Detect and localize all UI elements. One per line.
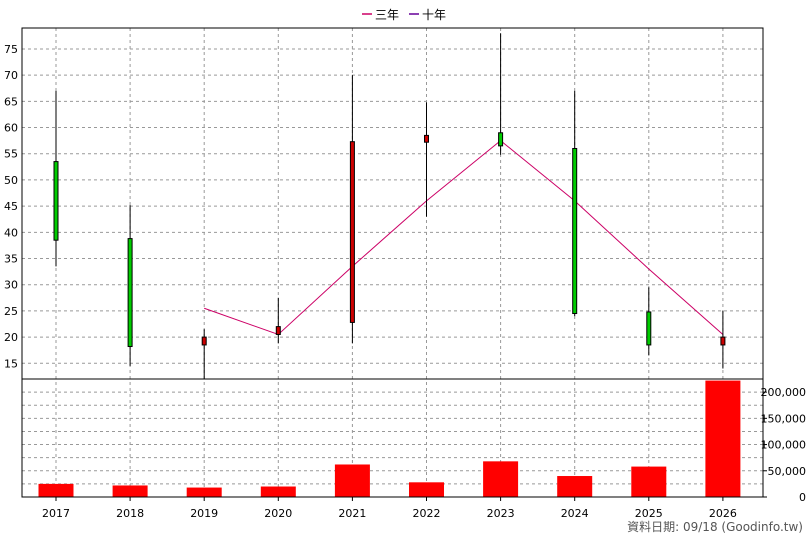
- volume-tick-label: 0: [799, 491, 806, 504]
- candle-body: [349, 141, 355, 323]
- x-tick-label: 2025: [635, 507, 663, 520]
- volume-bar: [260, 486, 296, 497]
- x-tick-label: 2019: [190, 507, 218, 520]
- candle-body: [53, 161, 59, 241]
- price-tick-label: 50: [4, 174, 18, 187]
- volume-tick-label: 200,000: [761, 386, 807, 399]
- price-tick-label: 35: [4, 253, 18, 266]
- x-tick-label: 2017: [42, 507, 70, 520]
- legend-label: 十年: [422, 8, 446, 22]
- price-tick-label: 70: [4, 69, 18, 82]
- volume-bar: [334, 464, 370, 497]
- three-year-average-line: [204, 139, 724, 336]
- x-tick-label: 2020: [264, 507, 292, 520]
- x-tick-label: 2026: [709, 507, 737, 520]
- x-tick-label: 2023: [487, 507, 515, 520]
- three-year-line-path: [204, 139, 724, 336]
- price-tick-label: 40: [4, 226, 18, 239]
- source-note: 資料日期: 09/18 (Goodinfo.tw): [627, 520, 803, 534]
- chart-legend: 三年 十年: [362, 8, 446, 22]
- volume-tick-label: 50,000: [768, 465, 807, 478]
- price-y-axis: 15 20 25 30 35 40 45 50 55 60 65 70 75: [4, 43, 18, 370]
- x-tick-label: 2024: [561, 507, 589, 520]
- candles: [53, 33, 726, 379]
- volume-y-axis: 0 50,000 100,000 150,000 200,000: [761, 386, 807, 504]
- price-tick-label: 75: [4, 43, 18, 56]
- price-tick-label: 30: [4, 279, 18, 292]
- candle-body: [572, 147, 578, 315]
- volume-bar: [409, 482, 444, 497]
- legend-label: 三年: [375, 8, 399, 22]
- price-frame: [21, 27, 764, 380]
- candle-body: [720, 336, 726, 346]
- price-tick-label: 55: [4, 148, 18, 161]
- x-tick-label: 2021: [338, 507, 366, 520]
- volume-tick-label: 100,000: [761, 439, 807, 452]
- volume-bar: [557, 476, 593, 497]
- candle-body: [275, 326, 281, 335]
- price-tick-label: 45: [4, 200, 18, 213]
- x-tick-label: 2022: [413, 507, 441, 520]
- volume-bar: [483, 461, 519, 497]
- volume-bar: [112, 485, 148, 497]
- volume-frame: [21, 378, 764, 498]
- price-tick-label: 65: [4, 95, 18, 108]
- price-tick-label: 20: [4, 331, 18, 344]
- candle-body: [646, 311, 652, 346]
- price-grid: [22, 28, 763, 497]
- candle-body: [201, 336, 207, 346]
- volume-bars: [38, 380, 741, 497]
- volume-bar: [186, 487, 222, 497]
- volume-bar: [631, 466, 667, 497]
- volume-bar: [705, 380, 741, 497]
- x-tick-label: 2018: [116, 507, 144, 520]
- price-tick-label: 25: [4, 305, 18, 318]
- price-tick-label: 15: [4, 357, 18, 370]
- volume-tick-label: 150,000: [761, 412, 807, 425]
- volume-bar: [38, 483, 74, 497]
- x-axis: 2017 2018 2019 2020 2021 2022 2023 2024 2025 2026: [42, 497, 737, 520]
- price-tick-label: 60: [4, 122, 18, 135]
- candle-body: [127, 238, 133, 348]
- candle-body: [424, 134, 429, 143]
- candle-body: [498, 132, 504, 147]
